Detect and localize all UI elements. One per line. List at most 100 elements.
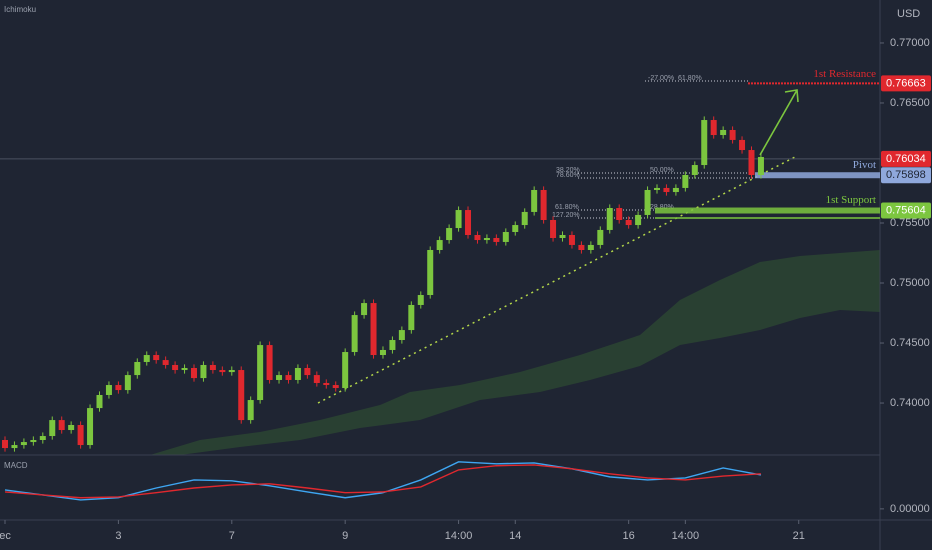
price-tag-label: 0.76663 — [886, 77, 926, 89]
level-name: Pivot — [853, 159, 876, 171]
x-tick-label: 14:00 — [672, 530, 700, 542]
fib-label: 61.80% — [555, 204, 579, 211]
candle-body — [398, 330, 405, 341]
candle-body — [351, 315, 358, 353]
ichimoku-cloud — [150, 250, 880, 455]
y-tick-label: 0.76500 — [890, 97, 930, 109]
candle-body — [616, 207, 623, 220]
last-price-label: 0.76034 — [886, 153, 926, 165]
candle-body — [455, 210, 462, 229]
candle-body — [635, 214, 642, 226]
candle-body — [587, 244, 594, 251]
candle-body — [49, 420, 56, 437]
candle-body — [266, 345, 273, 380]
y-tick-label: 0.74000 — [890, 397, 930, 409]
y-tick-label: 0.77000 — [890, 37, 930, 49]
candle-body — [417, 295, 424, 305]
candle-body — [342, 352, 349, 389]
candle-body — [720, 129, 727, 136]
candle-body — [323, 382, 330, 386]
macd-line — [4, 464, 761, 499]
candle-body — [313, 375, 320, 383]
candle-body — [87, 408, 94, 446]
candle-body — [11, 445, 18, 449]
candle-body — [757, 156, 764, 175]
fib-label: 38.20% — [556, 167, 580, 174]
candle-body — [653, 187, 660, 190]
y-tick-label: 0.75500 — [890, 217, 930, 229]
arrow-head — [784, 89, 799, 103]
candle-body — [276, 375, 283, 380]
macd-line — [4, 461, 762, 501]
candle-body — [238, 370, 245, 421]
candle-body — [361, 303, 368, 316]
fib-label: 50.00% — [650, 167, 674, 174]
candle-body — [190, 367, 197, 379]
candle-body — [20, 442, 27, 446]
candle-body — [96, 394, 103, 409]
candle-body — [408, 304, 415, 331]
candle-body — [172, 364, 179, 371]
fib-label: 28.80% — [650, 204, 674, 211]
x-tick-label: 14:00 — [445, 530, 473, 542]
candle-body — [710, 120, 717, 136]
candle-body — [143, 355, 150, 362]
x-tick-label: 7 — [229, 530, 235, 542]
candle-body — [124, 375, 131, 391]
candle-body — [739, 139, 746, 151]
candle-body — [209, 364, 216, 371]
last-price-tag — [881, 150, 931, 167]
level-name: 1st Support — [826, 194, 876, 206]
y-tick-label: 0.75000 — [890, 277, 930, 289]
x-tick-label: 9 — [342, 530, 348, 542]
price-tag-label: 0.75604 — [886, 204, 926, 216]
candle-body — [483, 238, 490, 241]
candle-body — [502, 232, 509, 242]
candle-body — [105, 385, 112, 395]
fib-label: 127.20% — [552, 212, 580, 219]
fib-label: 78.60% — [556, 172, 580, 179]
candle-body — [285, 375, 292, 380]
candle-body — [672, 187, 679, 193]
candle-body — [446, 228, 453, 241]
level-band — [755, 172, 880, 179]
arrow-shaft — [759, 89, 798, 156]
candle-body — [701, 120, 708, 166]
candle-body — [370, 303, 377, 356]
candle-body — [200, 364, 207, 379]
candle-body — [474, 235, 481, 241]
candle-body — [58, 420, 65, 431]
x-tick-label: 14 — [509, 530, 521, 542]
price-tag — [881, 75, 931, 92]
y-tick-label: 0.74500 — [890, 337, 930, 349]
candle-body — [68, 424, 75, 431]
candle-body — [559, 235, 566, 239]
x-tick-label: 21 — [793, 530, 805, 542]
candle-body — [153, 355, 160, 361]
candle-body — [748, 150, 755, 175]
macd-y-tick-label: 0.00000 — [890, 503, 930, 515]
candle-body — [729, 129, 736, 140]
candle-body — [521, 211, 528, 226]
indicator-label: Ichimoku — [4, 5, 36, 14]
candle-body — [379, 349, 386, 356]
candle-body — [257, 345, 264, 401]
candle-body — [2, 439, 9, 449]
candle-body — [597, 229, 604, 245]
candle-body — [531, 189, 538, 212]
candle-body — [550, 219, 557, 239]
candle-body — [77, 424, 84, 446]
fib-label: -27.00% — [648, 75, 674, 82]
x-tick-label: 16 — [623, 530, 635, 542]
level-band — [655, 207, 880, 214]
candle-body — [436, 240, 443, 251]
price-tag — [881, 202, 931, 219]
candle-body — [332, 385, 339, 389]
candle-body — [389, 340, 396, 350]
macd-title: MACD — [4, 461, 28, 470]
candle-body — [606, 207, 613, 230]
candle-body — [644, 189, 651, 215]
candle-body — [512, 225, 519, 233]
candle-body — [115, 385, 122, 391]
